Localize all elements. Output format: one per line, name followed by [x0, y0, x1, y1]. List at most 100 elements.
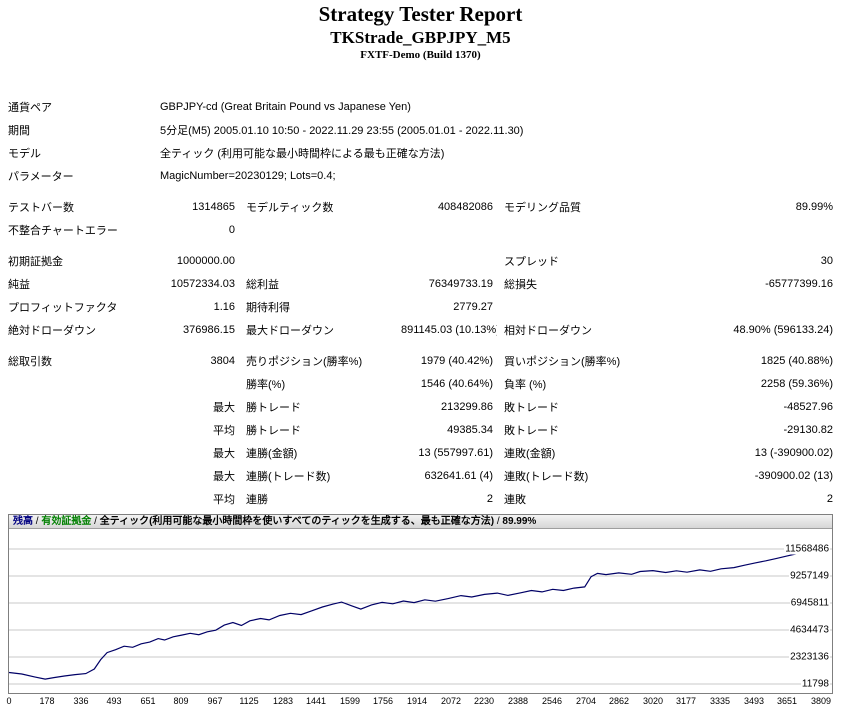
x-axis-tick-label: 1283: [272, 696, 294, 706]
page-title: Strategy Tester Report: [318, 2, 523, 26]
x-axis-tick-label: 3493: [743, 696, 765, 706]
report-label: 期間: [8, 124, 30, 137]
x-axis-tick-label: 2072: [440, 696, 462, 706]
report-value: -390900.02 (13): [754, 469, 834, 482]
report-label: 負率 (%): [504, 378, 547, 391]
report-value: 13 (-390900.02): [754, 446, 834, 459]
report-label: 勝トレード: [246, 424, 301, 437]
report-label: MagicNumber=20230129; Lots=0.4;: [160, 169, 336, 182]
y-axis-tick-label: 9257149: [789, 570, 830, 582]
y-axis-tick-label: 4634473: [789, 624, 830, 636]
report-label: [8, 418, 153, 441]
report-label: 連敗: [504, 493, 526, 506]
x-axis-tick-label: 0: [6, 696, 12, 706]
legend-item: 全ティック(利用可能な最小時間枠を使いすべてのティックを生成する、最も正確な方法…: [99, 516, 495, 527]
report-value: 13 (557997.61): [418, 446, 493, 459]
report-table-body: 通貨ペア GBPJPY-cd (Great Britain Pound vs Ja…: [8, 95, 837, 510]
table-row: 平均 勝トレード 49385.34 敗トレード -29130.82: [8, 418, 837, 441]
report-label: [401, 218, 497, 241]
x-axis-tick-label: 3809: [810, 696, 832, 706]
report-label: 総取引数: [8, 355, 52, 368]
report-label: [497, 295, 637, 318]
report-value: 891145.03 (10.13%): [401, 323, 497, 336]
x-axis-tick-label: 651: [140, 696, 156, 706]
x-axis-tick-label: 2862: [608, 696, 630, 706]
report-label: 敗トレード: [504, 401, 559, 414]
report-value: 平均: [213, 424, 235, 437]
report-label: 相対ドローダウン: [504, 324, 592, 337]
report-label: 純益: [8, 278, 30, 291]
report-label: 全ティック (利用可能な最小時間枠による最も正確な方法): [160, 147, 445, 160]
report-value: 89.99%: [795, 200, 834, 213]
report-value: 最大: [213, 470, 235, 483]
x-axis-tick-label: 809: [173, 696, 189, 706]
report-value: 376986.15: [183, 323, 235, 336]
report-label: 総損失: [504, 278, 537, 291]
report-label: 売りポジション(勝率%): [246, 355, 363, 368]
report-label: 勝率(%): [246, 378, 286, 391]
table-row: テストバー数 1314865 モデルティック数 408482086 モデリング品質 89.…: [8, 195, 837, 218]
report-label: [8, 372, 153, 395]
x-axis-tick-label: 493: [106, 696, 122, 706]
report-value: 408482086: [437, 200, 493, 213]
legend-separator: /: [91, 516, 100, 527]
report-label: 期待利得: [246, 301, 290, 314]
report-label: スプレッド: [504, 255, 559, 268]
report-label: 連勝: [246, 493, 268, 506]
report-label: [8, 487, 153, 510]
report-label: モデル: [8, 147, 41, 160]
report-label: 不整合チャートエラー: [8, 224, 118, 237]
y-axis-tick-label: 6945811: [789, 597, 830, 609]
x-axis-tick-label: 2388: [507, 696, 529, 706]
report-label: 連敗(トレード数): [504, 470, 589, 483]
x-axis-tick-label: 1756: [372, 696, 394, 706]
report-label: [8, 395, 153, 418]
table-row: モデル 全ティック (利用可能な最小時間枠による最も正確な方法): [8, 141, 837, 164]
report-label: GBPJPY-cd (Great Britain Pound vs Japane…: [160, 100, 411, 113]
report-value: 1.16: [213, 300, 235, 313]
table-row: プロフィットファクタ 1.16 期待利得 2779.27: [8, 295, 837, 318]
table-row: 通貨ペア GBPJPY-cd (Great Britain Pound vs Ja…: [8, 95, 837, 118]
y-axis-tick-label: 11568486: [784, 543, 830, 555]
report-value: 1546 (40.64%): [420, 377, 493, 390]
table-spacer-row: [8, 341, 837, 349]
legend-item: 有効証拠金: [41, 516, 92, 527]
report-label: [239, 249, 401, 272]
report-table: 通貨ペア GBPJPY-cd (Great Britain Pound vs Ja…: [8, 95, 837, 510]
balance-chart: 残高 / 有効証拠金 / 全ティック(利用可能な最小時間枠を使いすべてのティック…: [8, 514, 833, 694]
legend-separator: /: [494, 516, 503, 527]
x-axis-tick-label: 1441: [305, 696, 327, 706]
chart-legend: 残高 / 有効証拠金 / 全ティック(利用可能な最小時間枠を使いすべてのティック…: [9, 515, 832, 529]
balance-chart-svg: [9, 548, 832, 685]
report-value: 48.90% (596133.24): [733, 323, 834, 336]
table-row: 最大 勝トレード 213299.86 敗トレード -48527.96: [8, 395, 837, 418]
report-label: 総利益: [246, 278, 279, 291]
y-axis-tick-label: 2323136: [789, 651, 830, 663]
report-label: 連勝(金額): [246, 447, 298, 460]
report-label: テストバー数: [8, 201, 74, 214]
table-spacer-row: [8, 187, 837, 195]
chart-plot: 11568486 9257149 6945811 4634473 2323136 1179…: [9, 529, 832, 693]
y-axis-tick-label: 11798: [800, 678, 830, 690]
x-axis-tick-label: 3177: [675, 696, 697, 706]
x-axis-tick-label: 1599: [339, 696, 361, 706]
table-row: 最大 連勝(金額) 13 (557997.61) 連敗(金額) 13 (-390900.…: [8, 441, 837, 464]
chart-x-axis: 0 178 336 493 651 809 967 1125 1283 1441 1599 1756 1…: [6, 694, 832, 708]
report-value: 2779.27: [453, 300, 493, 313]
report-value: 最大: [213, 401, 235, 414]
spacer-cell: [8, 187, 837, 195]
report-label: [8, 464, 153, 487]
report-label: [8, 441, 153, 464]
table-row: 不整合チャートエラー 0: [8, 218, 837, 241]
report-value: 平均: [213, 493, 235, 506]
report-label: [637, 295, 837, 318]
report-label: 初期証拠金: [8, 255, 63, 268]
report-value: 2258 (59.36%): [760, 377, 834, 390]
report-value: -29130.82: [783, 423, 834, 436]
x-axis-tick-label: 967: [207, 696, 223, 706]
report-value: 2: [826, 492, 834, 505]
report-value: -48527.96: [783, 400, 834, 413]
report-label: 勝トレード: [246, 401, 301, 414]
report-label: 買いポジション(勝率%): [504, 355, 621, 368]
legend-item: 残高: [13, 516, 33, 527]
